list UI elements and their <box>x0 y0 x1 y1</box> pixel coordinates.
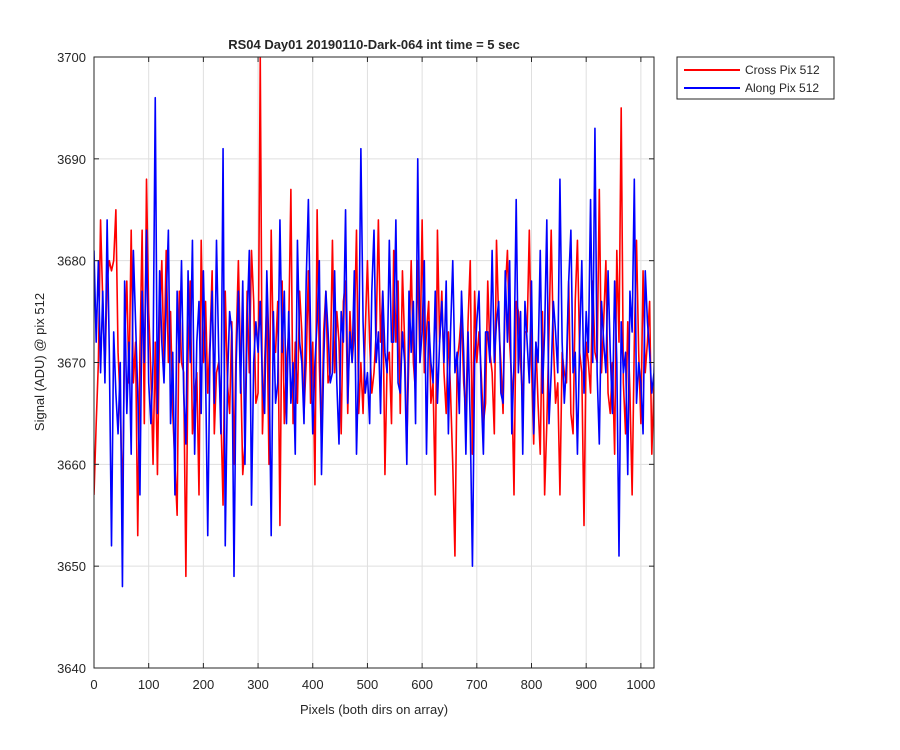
series-group <box>94 57 654 588</box>
x-tick-label: 100 <box>138 677 160 692</box>
x-tick-label: 500 <box>357 677 379 692</box>
y-tick-label: 3690 <box>57 152 86 167</box>
x-tick-label: 300 <box>247 677 269 692</box>
legend-label-along-pix: Along Pix 512 <box>745 81 819 95</box>
legend-box <box>676 56 835 100</box>
legend-label-cross-pix: Cross Pix 512 <box>745 63 820 77</box>
x-tick-label: 1000 <box>626 677 655 692</box>
x-tick-label: 700 <box>466 677 488 692</box>
y-axis-ticks: 3640 3650 3660 3670 3680 3690 3700 <box>57 50 654 676</box>
x-tick-label: 800 <box>521 677 543 692</box>
y-tick-label: 3640 <box>57 661 86 676</box>
series-line-along-pix-512 <box>94 96 654 588</box>
x-axis-label: Pixels (both dirs on array) <box>300 702 448 717</box>
legend: Cross Pix 512 Along Pix 512 <box>676 56 835 100</box>
x-tick-label: 900 <box>575 677 597 692</box>
x-tick-label: 400 <box>302 677 324 692</box>
x-tick-label: 200 <box>193 677 215 692</box>
y-tick-label: 3670 <box>57 356 86 371</box>
y-tick-label: 3660 <box>57 457 86 472</box>
x-tick-label: 600 <box>411 677 433 692</box>
chart-title: RS04 Day01 20190110-Dark-064 int time = … <box>228 37 520 52</box>
y-tick-label: 3700 <box>57 50 86 65</box>
y-tick-label: 3680 <box>57 254 86 269</box>
x-axis-ticks: 0 100 200 300 400 500 600 700 800 900 1000 <box>90 57 655 692</box>
x-tick-label: 0 <box>90 677 97 692</box>
y-axis-label: Signal (ADU) @ pix 512 <box>32 293 47 431</box>
y-tick-label: 3650 <box>57 559 86 574</box>
